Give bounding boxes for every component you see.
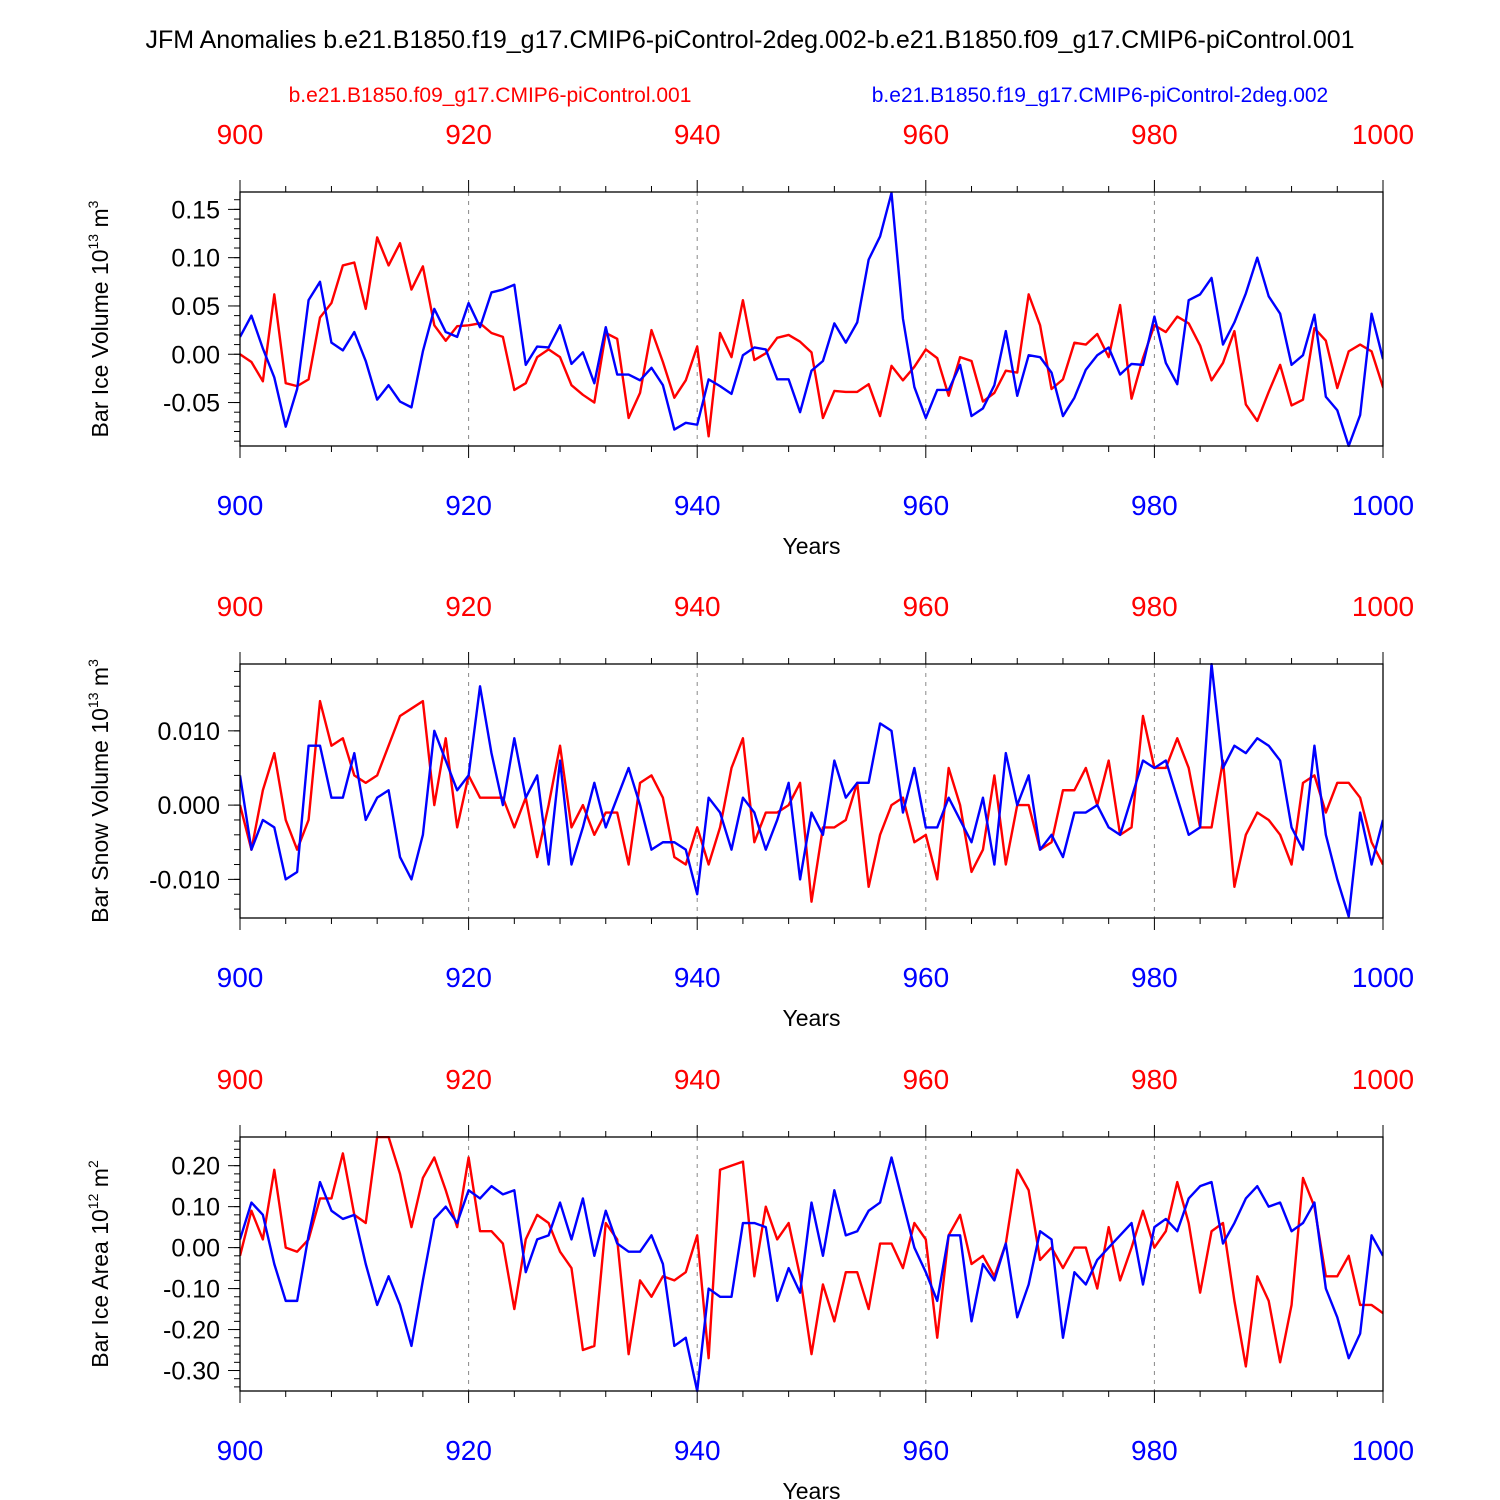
y-axis-label: Bar Ice Volume 1013 m3 [77,200,113,437]
y-tick-label: 0.15 [171,196,220,224]
x-tick-label-bottom: 920 [445,1435,492,1466]
x-tick-label-top: 1000 [1352,119,1414,150]
x-tick-label-top: 940 [674,119,721,150]
y-axis-label-ylabel: Bar Ice Volume [87,281,113,437]
panel-3: 900 900 920 920 940 940 960 960 980 980 1000 1000 Ye… [77,1064,1414,1500]
y-axis-label: Bar Snow Volume 1013 m3 [77,659,113,923]
panels: 900 900 920 920 940 940 960 960 980 980 1000 1000 Ye… [77,119,1414,1500]
y-axis-label-ylabel-unit-pow: 3 [85,200,101,208]
x-tick-label-top: 960 [902,591,949,622]
y-axis-label-ylabel-unit: m [87,1168,113,1187]
y-tick-label: -0.05 [163,390,220,418]
plot-frame [239,1136,1384,1392]
x-tick-label-top: 960 [902,119,949,150]
x-tick-label-top: 900 [217,591,264,622]
x-tick-label-bottom: 1000 [1352,1435,1414,1466]
x-tick-label-bottom: 900 [217,1435,264,1466]
x-tick-label-bottom: 960 [902,490,949,521]
y-tick-label: 0.20 [171,1153,220,1181]
legend-case1: b.e21.B1850.f09_g17.CMIP6-piControl.001 [289,84,692,107]
x-tick-label-bottom: 980 [1131,490,1178,521]
x-tick-label-top: 900 [217,119,264,150]
y-axis-label-ylabel: Bar Snow Volume [87,740,113,923]
x-axis-label: Years [783,1478,841,1500]
x-axis-label: Years [783,533,841,559]
y-tick-label: 0.10 [171,245,220,273]
series-line-case1 [240,1136,1383,1368]
x-tick-label-bottom: 980 [1131,1435,1178,1466]
x-tick-label-bottom: 980 [1131,962,1178,993]
x-tick-label-bottom: 960 [902,962,949,993]
panel-1: 900 900 920 920 940 940 960 960 980 980 1000 1000 Ye… [77,119,1414,559]
y-tick-label: -0.30 [163,1358,220,1386]
y-axis-label: Bar Ice Area 1012 m2 [77,1160,113,1368]
x-tick-label-bottom: 960 [902,1435,949,1466]
x-tick-label-bottom: 900 [217,490,264,521]
y-axis-label-ylabel-unit-base: 10 [87,708,113,734]
panel-2: 900 900 920 920 940 940 960 960 980 980 1000 1000 Ye… [77,591,1414,1031]
x-tick-label-top: 920 [445,591,492,622]
y-tick-label: 0.00 [171,1235,220,1263]
x-tick-label-top: 1000 [1352,591,1414,622]
y-tick-label: -0.20 [163,1317,220,1345]
x-tick-label-top: 980 [1131,119,1178,150]
y-axis-label-ylabel-unit-exp: 13 [85,234,101,250]
y-axis-label-ylabel-unit-base: 10 [87,249,113,275]
x-axis-label: Years [783,1005,841,1031]
y-axis-label-ylabel: Bar Ice Area [87,1241,113,1368]
y-axis-label-ylabel-unit-pow: 3 [85,659,101,667]
y-tick-label: 0.05 [171,293,220,321]
y-axis-label-ylabel-unit-pow: 2 [85,1160,101,1168]
y-axis-label-ylabel-unit-base: 10 [87,1209,113,1235]
x-tick-label-bottom: 900 [217,962,264,993]
x-tick-label-top: 920 [445,1064,492,1095]
series-line-case2 [240,663,1383,918]
x-tick-label-bottom: 940 [674,962,721,993]
x-tick-label-top: 980 [1131,1064,1178,1095]
x-tick-label-bottom: 1000 [1352,962,1414,993]
plot-frame [239,663,1384,919]
x-tick-label-bottom: 1000 [1352,490,1414,521]
x-tick-label-top: 900 [217,1064,264,1095]
y-tick-label: -0.10 [163,1276,220,1304]
x-tick-label-bottom: 940 [674,490,721,521]
x-tick-label-top: 940 [674,1064,721,1095]
x-tick-label-top: 980 [1131,591,1178,622]
x-tick-label-bottom: 920 [445,490,492,521]
x-tick-label-top: 960 [902,1064,949,1095]
plot-frame [239,191,1384,447]
x-tick-label-top: 920 [445,119,492,150]
x-tick-label-bottom: 940 [674,1435,721,1466]
figure-title: JFM Anomalies b.e21.B1850.f19_g17.CMIP6-… [145,26,1354,54]
y-axis-label-ylabel-unit-exp: 12 [85,1193,101,1209]
y-tick-label: 0.00 [171,341,220,369]
y-tick-label: -0.010 [149,866,220,894]
y-axis-label-ylabel-unit-exp: 13 [85,692,101,708]
x-tick-label-bottom: 920 [445,962,492,993]
y-tick-label: 0.10 [171,1194,220,1222]
x-tick-label-top: 940 [674,591,721,622]
series-line-case2 [240,191,1383,447]
y-axis-label-ylabel-unit: m [87,667,113,686]
legend-case2: b.e21.B1850.f19_g17.CMIP6-piControl-2deg… [872,84,1328,107]
series-line-case1 [240,699,1383,903]
x-tick-label-top: 1000 [1352,1064,1414,1095]
y-axis-label-ylabel-unit: m [87,208,113,227]
series-line-case2 [240,1156,1383,1392]
y-tick-label: 0.000 [157,792,220,820]
y-tick-label: 0.010 [157,718,220,746]
